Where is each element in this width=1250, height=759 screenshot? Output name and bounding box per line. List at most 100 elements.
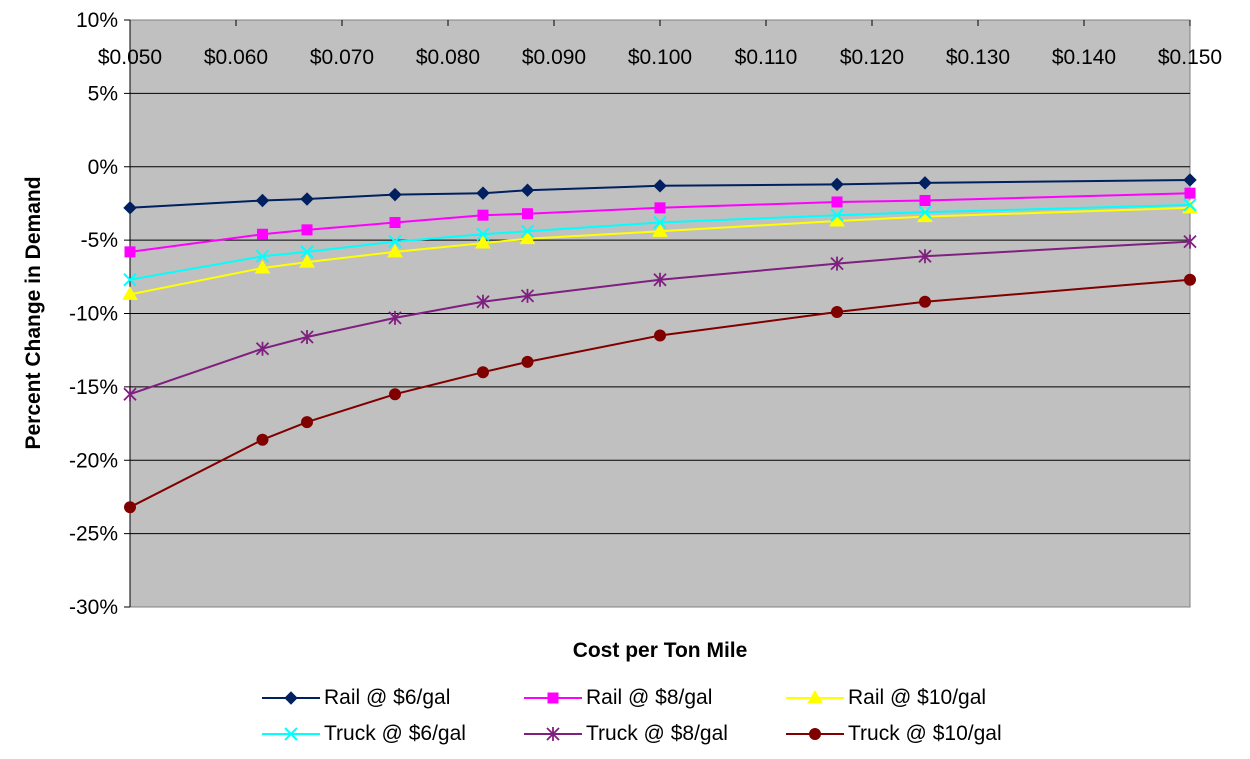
- data-point: [1184, 187, 1196, 199]
- y-tick-label: 10%: [76, 9, 118, 32]
- legend-item: Truck @ $8/gal: [524, 720, 728, 748]
- y-tick-label: 5%: [88, 82, 118, 105]
- x-tick-label: $0.110: [735, 46, 798, 69]
- legend-swatch: [786, 728, 844, 740]
- legend-item: Rail @ $6/gal: [262, 684, 450, 712]
- data-point: [919, 295, 931, 308]
- x-tick-label: $0.100: [628, 46, 692, 69]
- data-point: [123, 387, 137, 402]
- data-point: [254, 260, 271, 274]
- y-tick-label: 0%: [88, 156, 118, 179]
- x-tick-label: $0.050: [98, 46, 162, 69]
- data-point: [918, 176, 932, 190]
- x-tick-label: $0.140: [1052, 46, 1116, 69]
- data-point: [389, 388, 401, 401]
- data-point: [300, 329, 314, 344]
- data-point: [807, 690, 823, 704]
- x-tick-label: $0.060: [204, 46, 268, 69]
- data-point: [830, 177, 844, 192]
- legend-item: Truck @ $6/gal: [262, 720, 466, 748]
- data-point: [284, 727, 298, 741]
- data-point: [918, 205, 932, 219]
- series-5: [123, 234, 1197, 402]
- data-point: [387, 243, 403, 258]
- data-point: [476, 366, 489, 379]
- data-point: [124, 246, 136, 258]
- data-point: [389, 217, 401, 229]
- data-point: [1183, 198, 1197, 212]
- data-point: [521, 355, 534, 368]
- data-point: [388, 234, 402, 249]
- x-tick-label: $0.070: [310, 46, 374, 69]
- y-axis-ticks: 10% 5% 0% -5% -10% -15% -20% -25% -30%: [69, 9, 131, 619]
- series-line: [129, 179, 1191, 209]
- y-tick-label: -25%: [69, 523, 118, 546]
- data-point: [299, 254, 315, 268]
- data-point: [255, 193, 270, 208]
- data-point: [918, 249, 932, 264]
- data-point: [546, 727, 560, 741]
- grid-lines: [130, 92, 1190, 535]
- data-point: [831, 196, 843, 208]
- x-axis-title: Cost per Ton Mile: [573, 639, 748, 662]
- legend-label: Rail @ $8/gal: [586, 686, 713, 709]
- series-1: [123, 173, 1197, 215]
- x-tick-label: $0.130: [946, 46, 1010, 69]
- series-layer: [122, 173, 1198, 514]
- data-point: [284, 691, 298, 705]
- data-point: [388, 310, 402, 325]
- data-point: [1184, 273, 1196, 286]
- legend-swatch: [262, 691, 320, 705]
- data-point: [388, 187, 402, 202]
- legend-label: Rail @ $6/gal: [324, 686, 451, 709]
- legend-label: Truck @ $8/gal: [586, 722, 728, 745]
- series-line: [129, 240, 1191, 396]
- data-point: [520, 183, 535, 197]
- data-point: [653, 179, 667, 193]
- data-point: [301, 416, 314, 429]
- data-point: [809, 728, 821, 740]
- data-point: [255, 249, 270, 263]
- x-tick-label: $0.080: [416, 46, 480, 69]
- data-point: [522, 208, 533, 220]
- data-point: [830, 256, 844, 271]
- x-tick-label: $0.150: [1158, 46, 1222, 69]
- data-point: [520, 224, 535, 239]
- legend-label: Rail @ $10/gal: [848, 686, 987, 709]
- data-point: [1183, 234, 1197, 249]
- data-point: [477, 209, 489, 221]
- data-point: [256, 433, 269, 446]
- data-point: [476, 294, 490, 309]
- data-point: [475, 235, 491, 249]
- y-axis-title: Percent Change in Demand: [22, 176, 45, 449]
- series-3: [122, 199, 1198, 300]
- y-tick-label: -20%: [69, 449, 118, 472]
- legend-swatch: [524, 727, 582, 741]
- data-point: [830, 208, 844, 222]
- data-point: [1182, 199, 1198, 214]
- data-point: [124, 501, 136, 514]
- data-point: [831, 306, 844, 319]
- series-line: [129, 192, 1191, 253]
- data-point: [301, 224, 313, 236]
- data-point: [476, 227, 490, 241]
- series-line: [129, 206, 1191, 296]
- data-point: [653, 215, 667, 230]
- series-line: [129, 203, 1191, 281]
- data-point: [476, 186, 490, 200]
- legend-label: Truck @ $6/gal: [324, 722, 466, 745]
- legend-swatch: [262, 727, 320, 741]
- legend-item: Truck @ $10/gal: [786, 720, 1002, 748]
- data-point: [123, 273, 137, 287]
- x-tick-label: $0.120: [840, 46, 904, 69]
- data-point: [520, 288, 535, 303]
- series-4: [123, 198, 1197, 287]
- y-tick-label: -5%: [81, 229, 118, 252]
- line-chart: 10%5%0%-5%-10%-15%-20%-25%-30% $0.050 $0.…: [22, 9, 1222, 662]
- legend-item: Rail @ $8/gal: [524, 684, 712, 712]
- data-point: [123, 201, 137, 215]
- data-point: [300, 245, 314, 259]
- legend-swatch: [524, 692, 582, 704]
- data-point: [654, 329, 666, 342]
- series-2: [124, 187, 1196, 258]
